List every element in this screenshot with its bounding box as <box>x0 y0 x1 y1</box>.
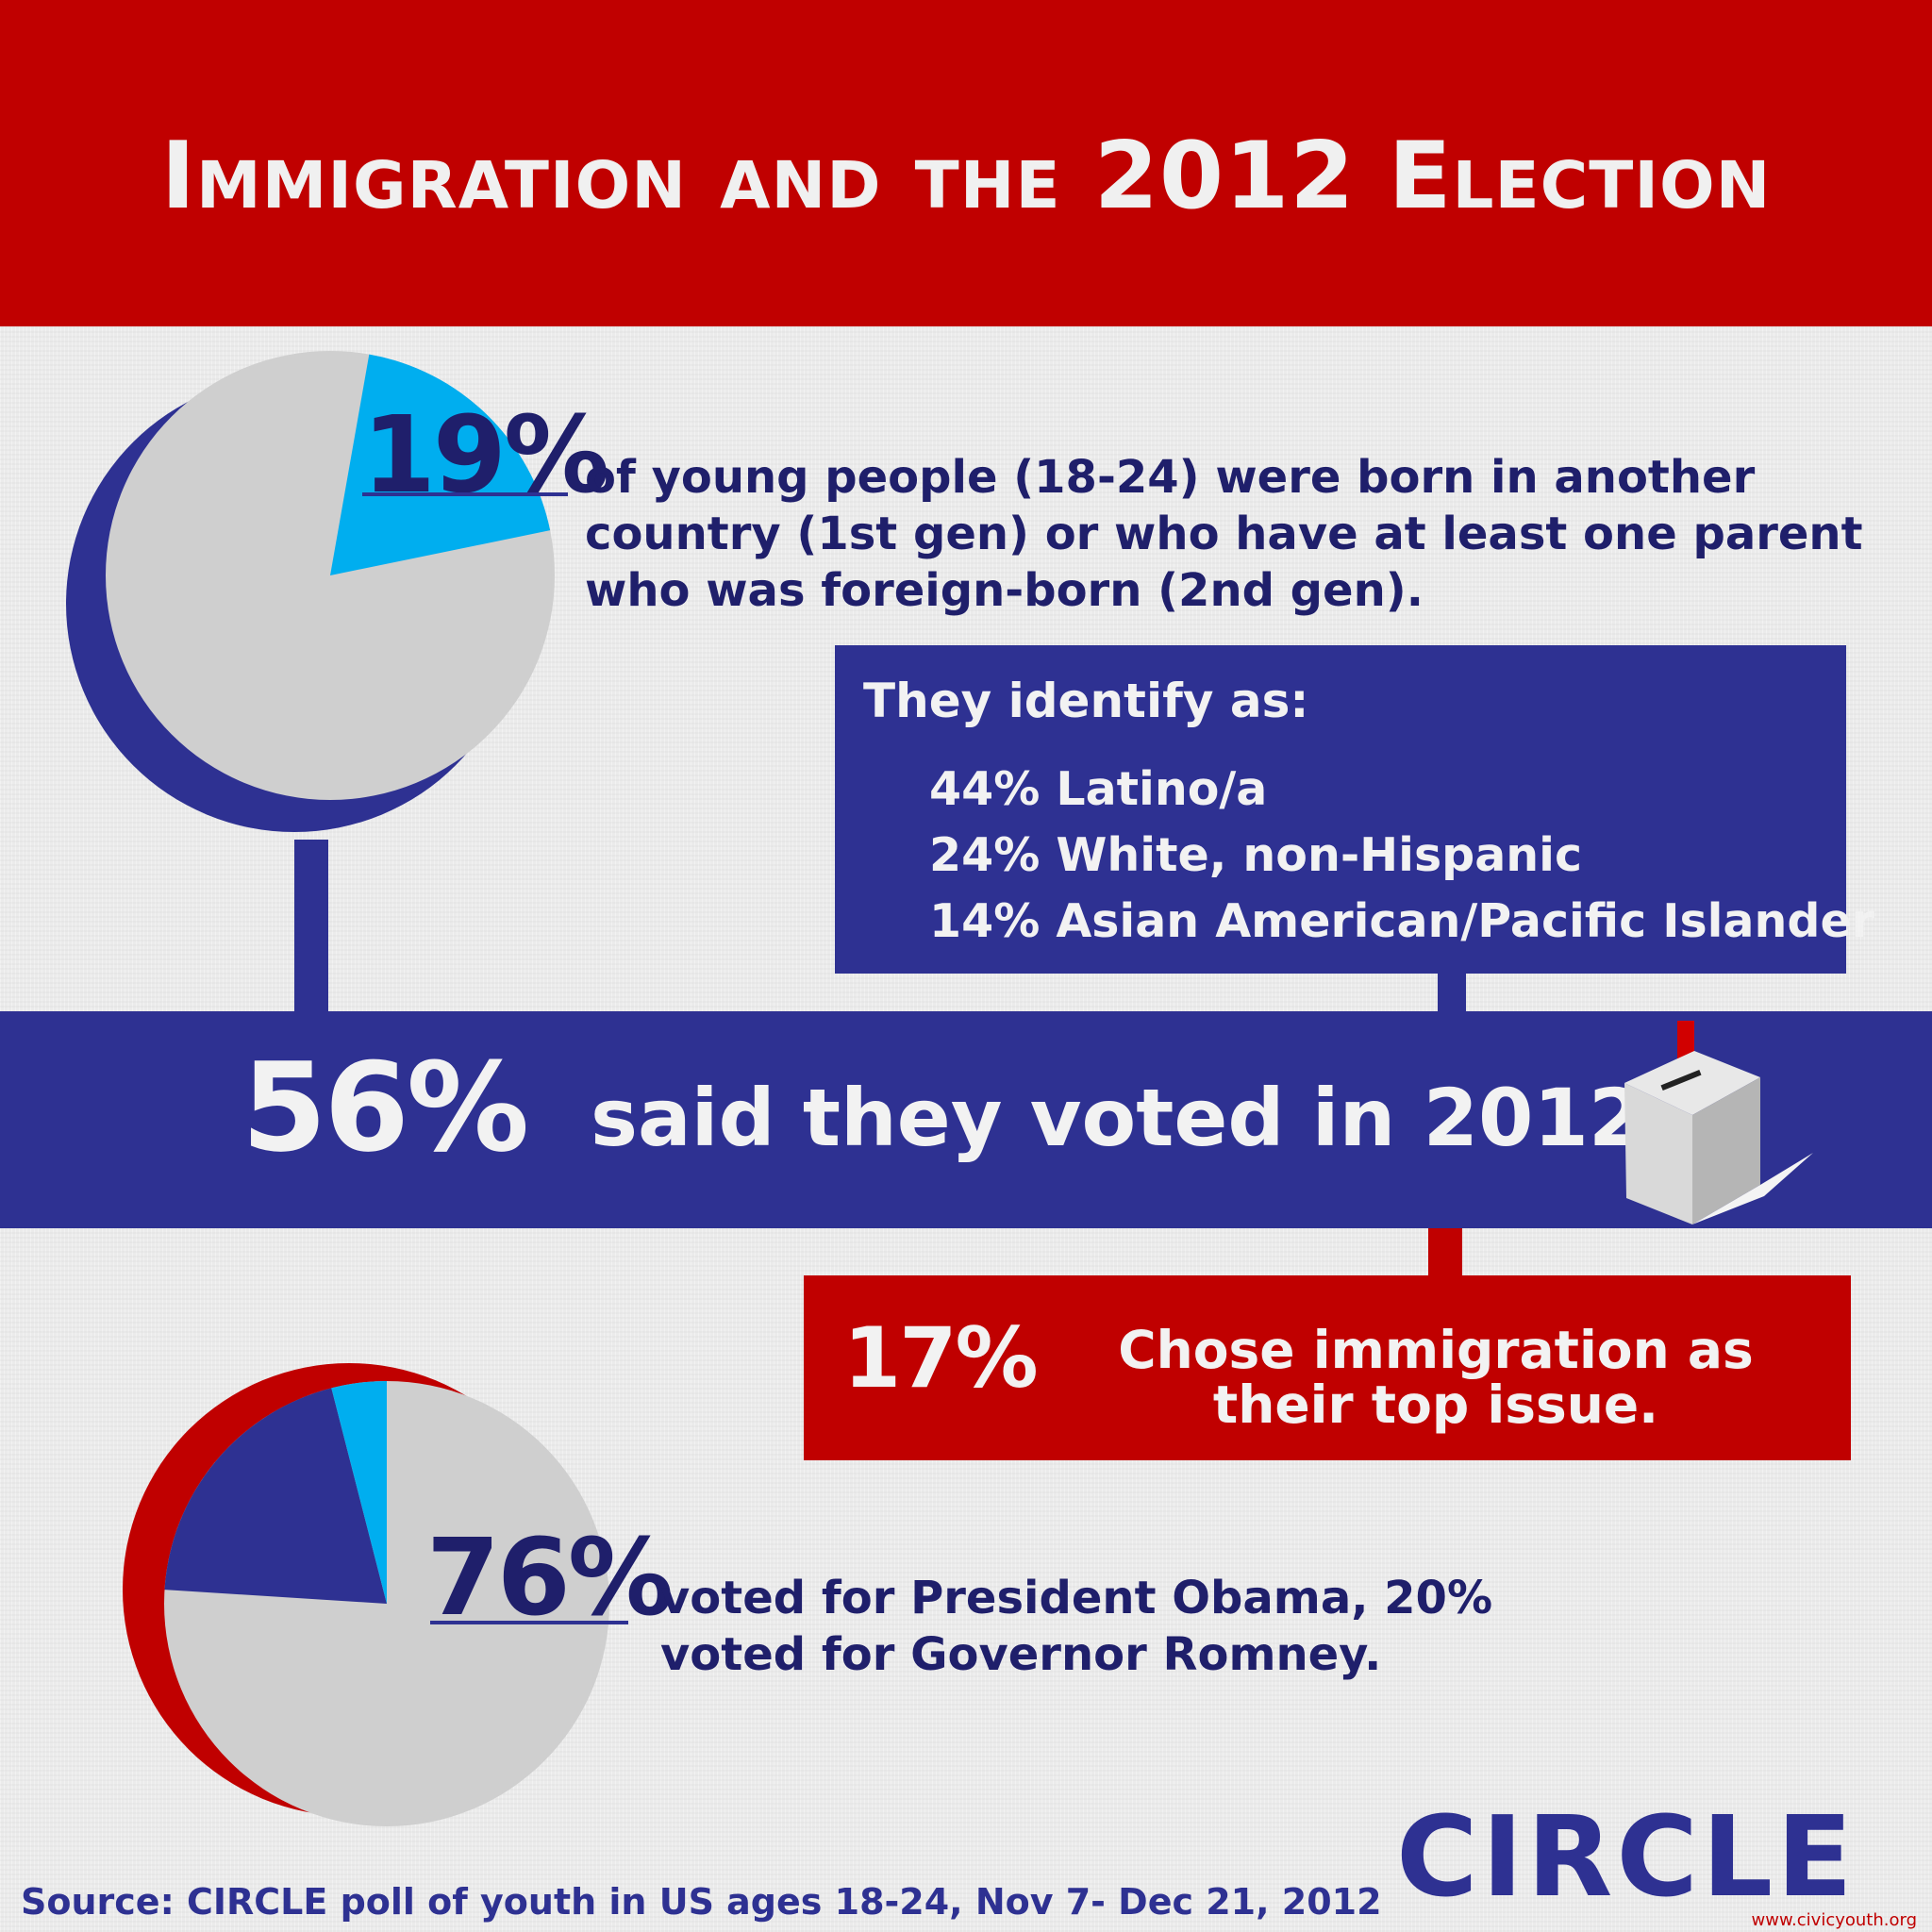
connector-stem-3 <box>1428 1228 1462 1277</box>
voted-text: said they voted in 2012. <box>591 1072 1674 1164</box>
ballot-slot <box>1660 1069 1702 1091</box>
immigration-issue-percent: 17% <box>843 1309 1039 1407</box>
pie-slice-foreign-born <box>330 354 551 575</box>
vote-share-description: voted for President Obama, 20% voted for… <box>660 1572 1493 1681</box>
source-citation: Source: CIRCLE poll of youth in US ages … <box>21 1881 1382 1923</box>
logo-text: CIRCLE <box>1396 1791 1857 1922</box>
voted-percent: 56% <box>242 1036 529 1179</box>
pie-slice-romney <box>164 1388 387 1604</box>
voted-band <box>0 1011 1932 1228</box>
percent-underline-2 <box>430 1621 628 1624</box>
connector-stem-1 <box>294 840 328 1019</box>
identity-item-white: 24% White, non-Hispanic <box>929 828 1583 882</box>
immigration-issue-box: 17% Chose immigration as their top issue… <box>804 1275 1851 1460</box>
circle-logo: CIRCLE www.civicyouth.org <box>1396 1800 1924 1932</box>
foreign-born-percent: 19% <box>362 394 609 517</box>
connector-stem-2 <box>1438 972 1466 1013</box>
identity-box: They identify as: 44% Latino/a 24% White… <box>835 645 1874 974</box>
logo-url: www.civicyouth.org <box>1751 1910 1917 1930</box>
identity-list: 44% Latino/a 24% White, non-Hispanic 14%… <box>929 757 1874 955</box>
foreign-born-description: of young people (18-24) were born in ano… <box>585 451 1863 617</box>
pie-chart-foreign-born <box>66 351 555 832</box>
immigration-issue-text: Chose immigration as their top issue. <box>1118 1320 1754 1435</box>
header-banner: Immigration and the 2012 Election <box>0 0 1932 326</box>
identity-item-asian: 14% Asian American/Pacific Islander <box>929 894 1874 948</box>
identity-item-latino: 44% Latino/a <box>929 762 1268 816</box>
ballot-box-icon <box>1624 1021 1813 1224</box>
percent-underline-1 <box>362 492 568 496</box>
ballot-box-side <box>1692 1077 1760 1224</box>
pie-chart-vote-share <box>123 1363 609 1826</box>
pie-slice-other <box>331 1381 387 1604</box>
obama-percent: 76% <box>426 1517 674 1640</box>
ballot-box-front <box>1624 1083 1692 1224</box>
page-title: Immigration and the 2012 Election <box>160 123 1772 230</box>
identity-title: They identify as: <box>863 674 1309 728</box>
